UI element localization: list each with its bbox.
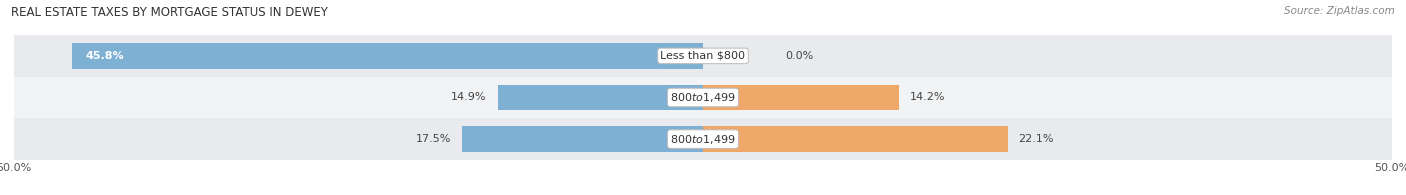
Bar: [703, 85, 898, 110]
Text: Less than $800: Less than $800: [661, 51, 745, 61]
Text: Source: ZipAtlas.com: Source: ZipAtlas.com: [1284, 6, 1395, 16]
Bar: [72, 43, 703, 69]
Text: 22.1%: 22.1%: [1018, 134, 1054, 144]
Text: 14.2%: 14.2%: [910, 92, 945, 103]
Text: $800 to $1,499: $800 to $1,499: [671, 91, 735, 104]
Text: 45.8%: 45.8%: [86, 51, 124, 61]
Bar: [14, 35, 1392, 77]
Bar: [703, 126, 1008, 152]
Text: REAL ESTATE TAXES BY MORTGAGE STATUS IN DEWEY: REAL ESTATE TAXES BY MORTGAGE STATUS IN …: [11, 6, 328, 19]
Bar: [498, 85, 703, 110]
Bar: [14, 118, 1392, 160]
Bar: [461, 126, 703, 152]
Bar: [14, 77, 1392, 118]
Text: 17.5%: 17.5%: [415, 134, 451, 144]
Text: 14.9%: 14.9%: [451, 92, 486, 103]
Text: 0.0%: 0.0%: [786, 51, 814, 61]
Text: $800 to $1,499: $800 to $1,499: [671, 133, 735, 146]
